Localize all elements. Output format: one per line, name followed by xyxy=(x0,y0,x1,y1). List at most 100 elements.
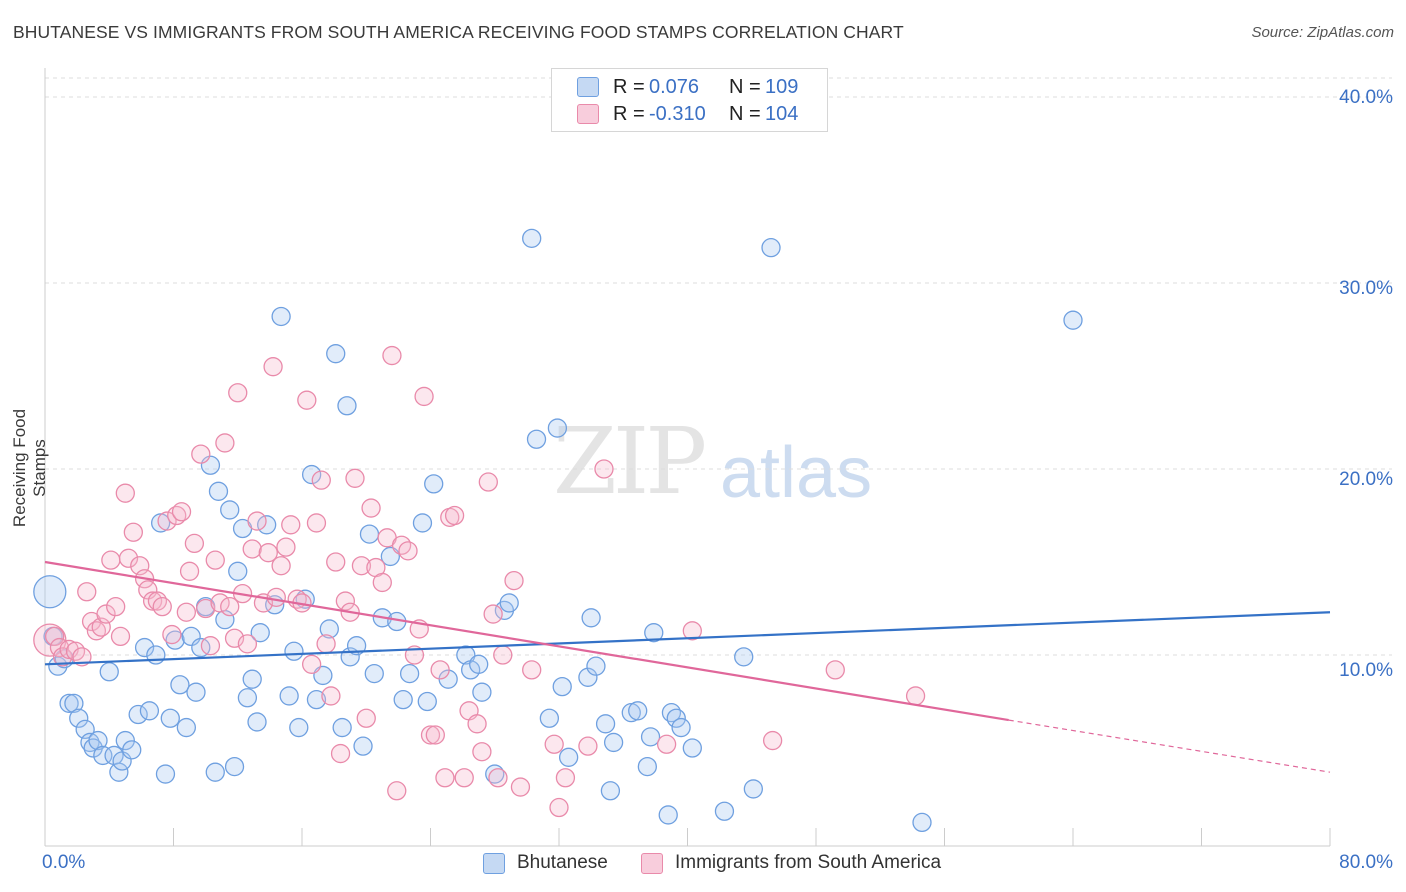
legend-r-label: R = xyxy=(613,75,645,98)
point-bhutanese xyxy=(581,608,601,628)
series-legend-bhutanese[interactable]: Bhutanese xyxy=(483,852,608,874)
point-bhutanese xyxy=(552,676,572,697)
point-bhutanese xyxy=(306,689,327,710)
series-legend-label: Bhutanese xyxy=(517,852,608,873)
point-immigrants xyxy=(316,634,336,654)
point-immigrants xyxy=(372,572,392,593)
point-bhutanese xyxy=(424,474,444,494)
legend-r-label: R = xyxy=(613,102,645,125)
point-immigrants xyxy=(237,634,258,654)
source-label: Source: ZipAtlas.com xyxy=(1251,24,1394,41)
point-immigrants xyxy=(398,541,418,561)
point-immigrants xyxy=(281,515,301,535)
point-bhutanese xyxy=(128,704,148,725)
point-bhutanese xyxy=(160,708,180,728)
legend-r-value: -0.310 xyxy=(649,102,706,125)
point-bhutanese xyxy=(628,701,648,721)
point-bhutanese xyxy=(250,623,270,643)
legend-row-bhutanese: R = 0.076 N = 109 xyxy=(577,75,798,99)
point-bhutanese xyxy=(122,740,142,760)
point-immigrants xyxy=(656,734,677,754)
point-immigrants xyxy=(488,768,508,788)
point-bhutanese xyxy=(586,656,606,676)
legend-swatch-blue xyxy=(577,77,599,97)
point-immigrants xyxy=(242,539,262,559)
point-immigrants xyxy=(263,357,283,377)
point-immigrants xyxy=(176,602,197,622)
point-bhutanese xyxy=(205,762,225,782)
watermark-atlas: atlas xyxy=(720,433,873,513)
point-bhutanese xyxy=(671,717,691,738)
point-immigrants xyxy=(356,708,376,728)
point-immigrants xyxy=(382,345,402,366)
point-immigrants xyxy=(220,596,240,617)
point-immigrants xyxy=(115,483,135,503)
point-bhutanese xyxy=(220,500,240,520)
point-immigrants xyxy=(493,645,513,665)
point-bhutanese xyxy=(595,714,616,734)
point-bhutanese xyxy=(600,781,621,801)
point-bhutanese xyxy=(289,717,309,738)
series-legend-immigrants[interactable]: Immigrants from South America xyxy=(641,852,941,874)
point-bhutanese xyxy=(242,669,262,689)
legend-swatch-pink xyxy=(577,104,599,124)
point-immigrants xyxy=(825,660,845,680)
point-immigrants xyxy=(420,725,441,745)
x-tick-label-max: 80.0% xyxy=(1339,852,1393,873)
point-bhutanese xyxy=(271,306,291,327)
point-bhutanese xyxy=(547,418,568,438)
point-bhutanese xyxy=(499,593,519,613)
point-immigrants xyxy=(118,548,139,568)
point-immigrants xyxy=(258,543,278,563)
point-bhutanese xyxy=(658,805,678,825)
legend-swatch-pink xyxy=(641,852,663,874)
point-bhutanese xyxy=(59,693,79,714)
point-bhutanese xyxy=(912,812,932,833)
point-immigrants xyxy=(33,623,67,657)
point-immigrants xyxy=(351,556,372,576)
point-immigrants xyxy=(247,511,267,531)
point-immigrants xyxy=(142,591,163,611)
legend-n-value: 109 xyxy=(765,75,799,98)
point-bhutanese xyxy=(761,238,781,258)
point-immigrants xyxy=(430,660,450,680)
point-bhutanese xyxy=(284,641,304,661)
point-immigrants xyxy=(184,533,205,554)
point-bhutanese xyxy=(93,745,113,766)
point-immigrants xyxy=(544,734,564,754)
point-immigrants xyxy=(425,725,445,745)
point-immigrants xyxy=(152,596,172,617)
point-bhutanese xyxy=(393,689,413,710)
point-immigrants xyxy=(44,626,65,647)
point-immigrants xyxy=(478,472,498,492)
point-immigrants xyxy=(435,768,455,788)
point-bhutanese xyxy=(637,756,657,777)
trendline-immigrants xyxy=(44,560,1009,722)
point-bhutanese xyxy=(279,686,299,706)
point-immigrants xyxy=(157,511,177,531)
point-immigrants xyxy=(101,550,121,570)
point-bhutanese xyxy=(64,693,84,714)
y-axis-label: Receiving Food Stamps xyxy=(10,408,49,528)
point-bhutanese xyxy=(134,637,155,658)
point-bhutanese xyxy=(558,747,579,767)
point-bhutanese xyxy=(69,708,89,728)
point-bhutanese xyxy=(33,575,67,609)
point-bhutanese xyxy=(139,701,160,721)
point-immigrants xyxy=(96,604,116,624)
point-bhutanese xyxy=(155,764,176,784)
point-immigrants xyxy=(191,444,211,464)
point-immigrants xyxy=(306,513,327,533)
point-bhutanese xyxy=(99,662,119,682)
point-immigrants xyxy=(522,660,542,680)
legend-r-value: 0.076 xyxy=(649,75,700,98)
point-bhutanese xyxy=(170,675,190,695)
point-bhutanese xyxy=(319,619,339,639)
point-immigrants xyxy=(330,743,351,764)
y-tick-label: 30.0% xyxy=(1339,278,1393,299)
point-immigrants xyxy=(682,621,702,641)
point-immigrants xyxy=(110,626,131,647)
point-bhutanese xyxy=(48,656,68,676)
point-bhutanese xyxy=(364,663,384,684)
point-immigrants xyxy=(504,570,524,591)
